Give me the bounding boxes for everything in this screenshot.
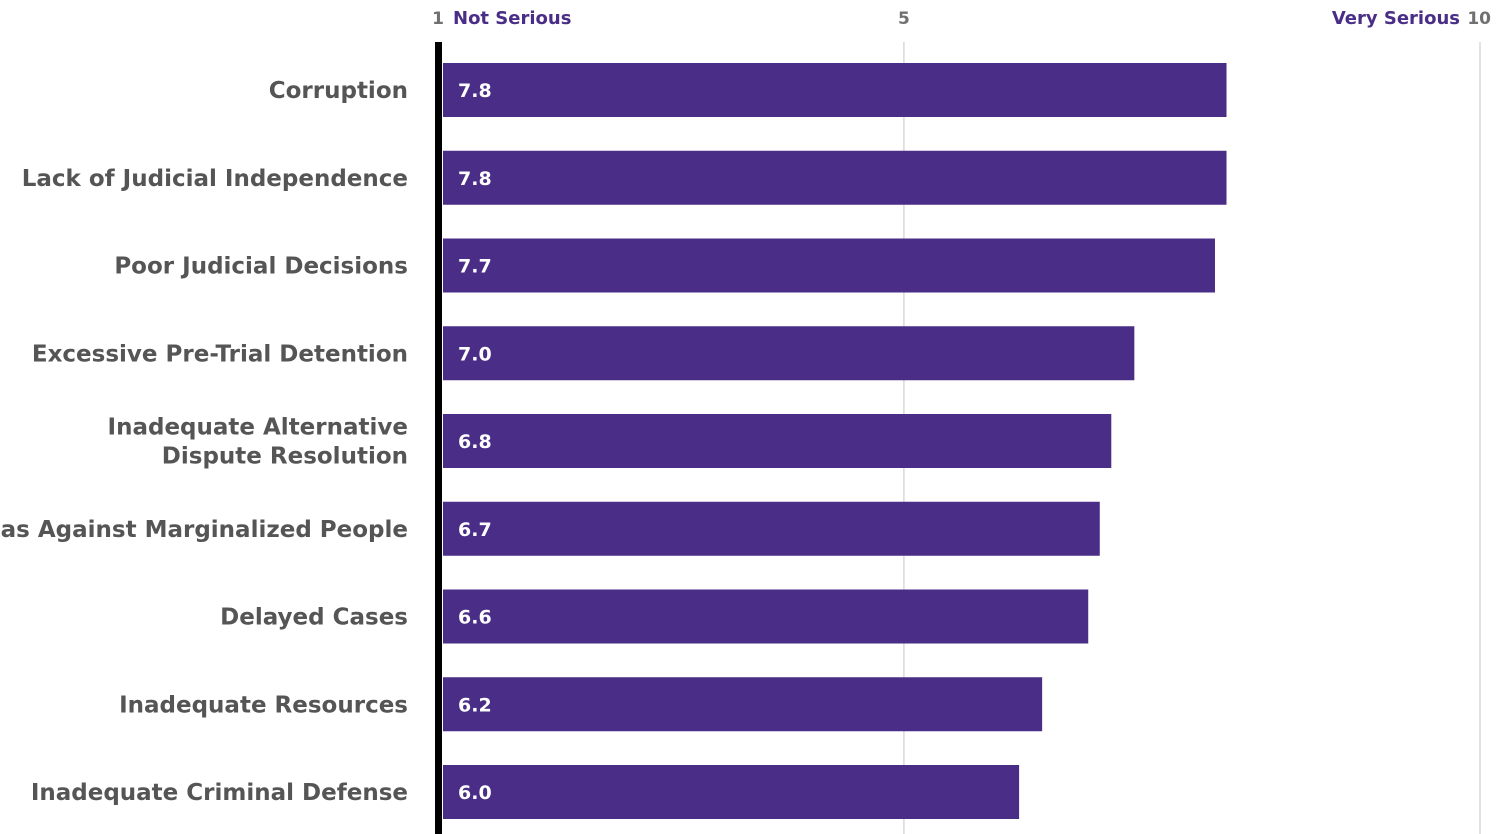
category-label-2: Lack of Judicial Independence [22, 166, 408, 192]
category-label-8: Inadequate Resources [119, 692, 408, 718]
category-label-1: Corruption [269, 78, 408, 104]
bar-value-label-6: 6.7 [458, 519, 492, 541]
axis-low-label: Not Serious [453, 8, 571, 29]
bar-value-label-9: 6.0 [458, 782, 492, 804]
bar-3 [443, 238, 1215, 293]
bar-value-label-7: 6.6 [458, 607, 492, 629]
category-label-9: Inadequate Criminal Defense [31, 780, 408, 806]
bar-value-label-3: 7.7 [458, 256, 492, 278]
bar-value-label-5: 6.8 [458, 431, 492, 453]
bar-8 [443, 677, 1043, 732]
bar-value-label-8: 6.2 [458, 694, 492, 716]
category-label-7: Delayed Cases [220, 605, 408, 631]
tick-label-10: 10 [1467, 9, 1491, 29]
bar-9 [443, 765, 1020, 819]
bar-5 [443, 414, 1112, 468]
axis-high-label: Very Serious [1332, 8, 1460, 29]
bar-1 [443, 63, 1227, 117]
tick-label-1: 1 [432, 9, 444, 29]
category-label-5-line-2: Dispute Resolution [162, 444, 408, 470]
bar-value-label-1: 7.8 [458, 80, 492, 102]
bar-4 [443, 326, 1135, 381]
category-label-3: Poor Judicial Decisions [114, 254, 408, 280]
bar-2 [443, 150, 1227, 205]
tick-label-5: 5 [898, 9, 910, 29]
bar-value-label-4: 7.0 [458, 343, 492, 365]
bar-value-label-2: 7.8 [458, 168, 492, 190]
category-label-5-line-1: Inadequate Alternative [108, 415, 408, 441]
bar-7 [443, 589, 1089, 644]
category-label-6: Bias Against Marginalized People [0, 517, 408, 543]
category-label-4: Excessive Pre-Trial Detention [32, 341, 408, 367]
axis-line [435, 42, 442, 834]
bar-6 [443, 501, 1100, 556]
